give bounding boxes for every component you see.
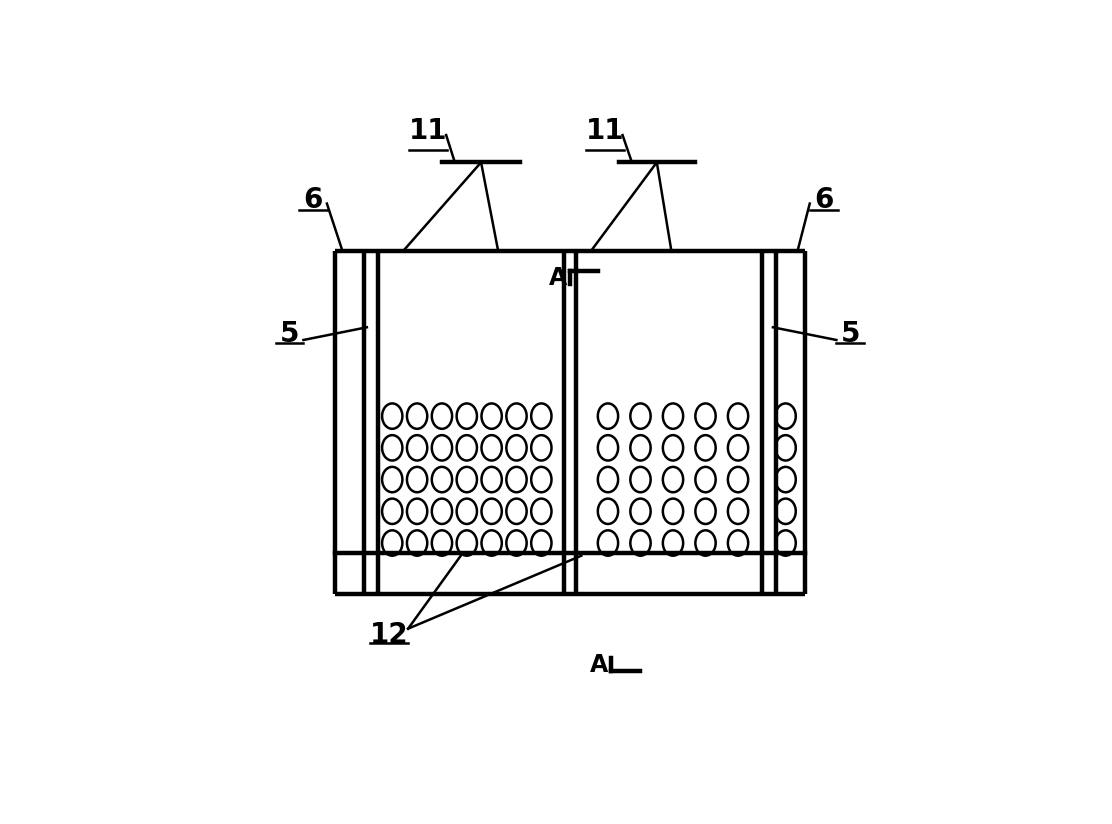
- Text: 12: 12: [370, 621, 408, 649]
- Text: A: A: [548, 266, 567, 290]
- Text: 5: 5: [280, 320, 299, 348]
- Text: 5: 5: [841, 320, 860, 348]
- Text: 11: 11: [586, 116, 624, 144]
- Text: 6: 6: [304, 186, 322, 214]
- Text: 6: 6: [814, 186, 833, 214]
- Text: A: A: [589, 653, 608, 677]
- Text: 11: 11: [409, 116, 448, 144]
